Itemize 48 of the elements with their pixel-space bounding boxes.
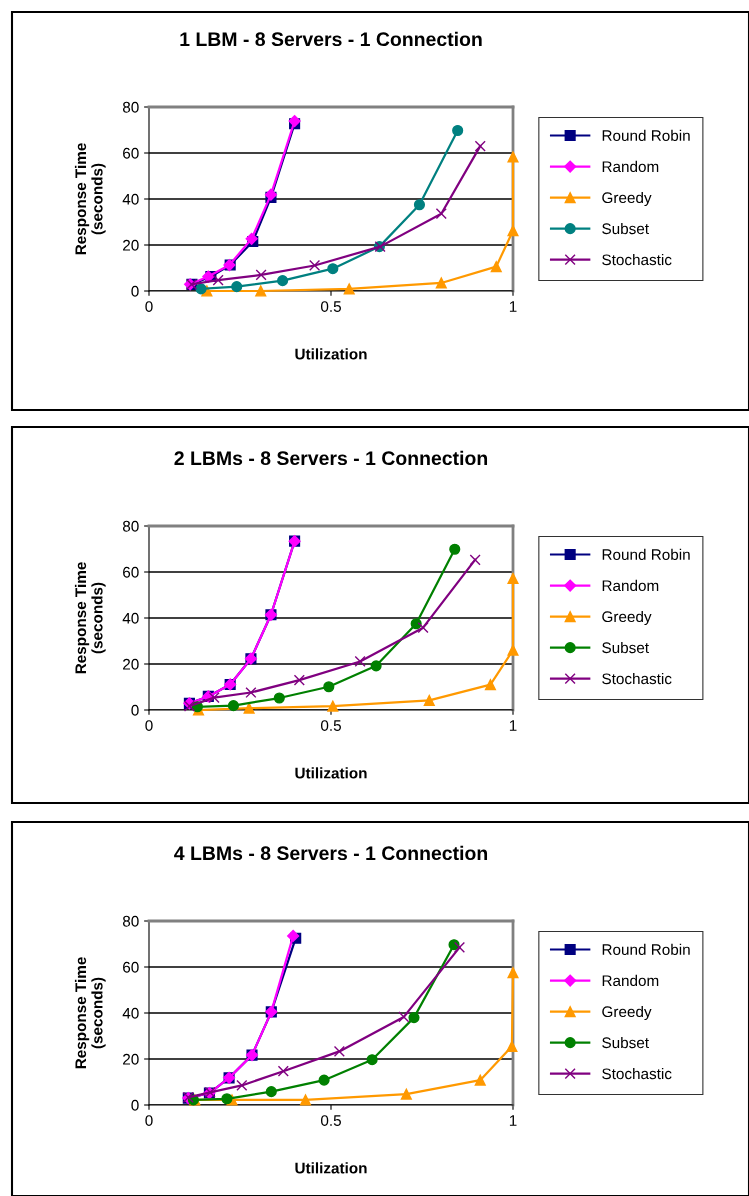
legend-label: Stochastic: [602, 1067, 672, 1080]
legend-label: Subset: [602, 1036, 649, 1049]
x-tick-label: 0: [145, 1115, 153, 1126]
y-tick-label: 0: [131, 704, 139, 716]
x-tick-label: 1: [509, 301, 517, 312]
legend-label: Random: [602, 160, 659, 173]
y-tick-label: 0: [131, 285, 139, 297]
y-tick-label: 40: [122, 612, 139, 624]
y-tick-label: 40: [122, 1007, 139, 1019]
x-tick-label: 0: [145, 301, 153, 312]
y-tick-label: 60: [123, 961, 139, 973]
legend-label: Stochastic: [602, 672, 672, 685]
y-axis-title: Response Time (seconds): [74, 143, 106, 255]
x-tick-label: 0.5: [320, 720, 341, 731]
legend-label: Subset: [602, 222, 649, 235]
legend-label: Greedy: [602, 610, 652, 626]
legend-label: Greedy: [602, 1005, 652, 1021]
y-tick-label: 60: [123, 566, 139, 578]
x-axis-title: Utilization: [295, 1162, 367, 1174]
legend-label: Round Robin: [602, 548, 690, 561]
legend-label: Random: [602, 579, 659, 592]
legend-label: Round Robin: [602, 129, 690, 142]
x-tick-label: 0: [145, 720, 153, 731]
y-tick-label: 20: [123, 658, 139, 670]
x-tick-label: 1: [509, 720, 517, 731]
chart-title: 4 LBMs - 8 Servers - 1 Connection: [174, 845, 488, 861]
x-axis-title: Utilization: [295, 348, 367, 360]
y-tick-label: 80: [122, 520, 139, 532]
legend-label: Stochastic: [602, 253, 672, 266]
x-axis-title: Utilization: [295, 767, 367, 779]
x-tick-label: 0.5: [320, 1115, 341, 1126]
x-tick-label: 1: [509, 1115, 517, 1126]
y-tick-label: 20: [123, 1053, 139, 1065]
y-tick-label: 0: [131, 1099, 139, 1111]
chart-title: 1 LBM - 8 Servers - 1 Connection: [180, 31, 482, 47]
legend-label: Greedy: [602, 191, 652, 207]
y-axis-title: Response Time (seconds): [74, 562, 106, 674]
y-axis-title: Response Time (seconds): [74, 957, 106, 1069]
chart-title: 2 LBMs - 8 Servers - 1 Connection: [174, 450, 488, 466]
legend-label: Random: [602, 974, 659, 987]
y-tick-label: 80: [122, 915, 139, 927]
legend-label: Round Robin: [602, 943, 690, 956]
x-tick-label: 0.5: [320, 301, 341, 312]
y-tick-label: 60: [123, 147, 139, 159]
y-tick-label: 20: [123, 239, 139, 251]
legend-label: Subset: [602, 641, 649, 654]
y-tick-label: 80: [122, 101, 139, 113]
y-tick-label: 40: [122, 193, 139, 205]
